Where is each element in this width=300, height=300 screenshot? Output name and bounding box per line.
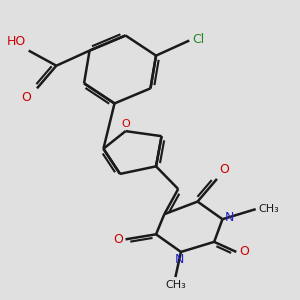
Text: N: N — [175, 253, 184, 266]
Text: O: O — [22, 91, 32, 104]
Text: O: O — [121, 118, 130, 129]
Text: O: O — [239, 245, 249, 258]
Text: N: N — [225, 212, 235, 224]
Text: Cl: Cl — [192, 33, 204, 46]
Text: O: O — [113, 233, 123, 246]
Text: CH₃: CH₃ — [259, 204, 279, 214]
Text: HO: HO — [7, 35, 26, 48]
Text: O: O — [220, 164, 230, 176]
Text: CH₃: CH₃ — [165, 280, 186, 290]
